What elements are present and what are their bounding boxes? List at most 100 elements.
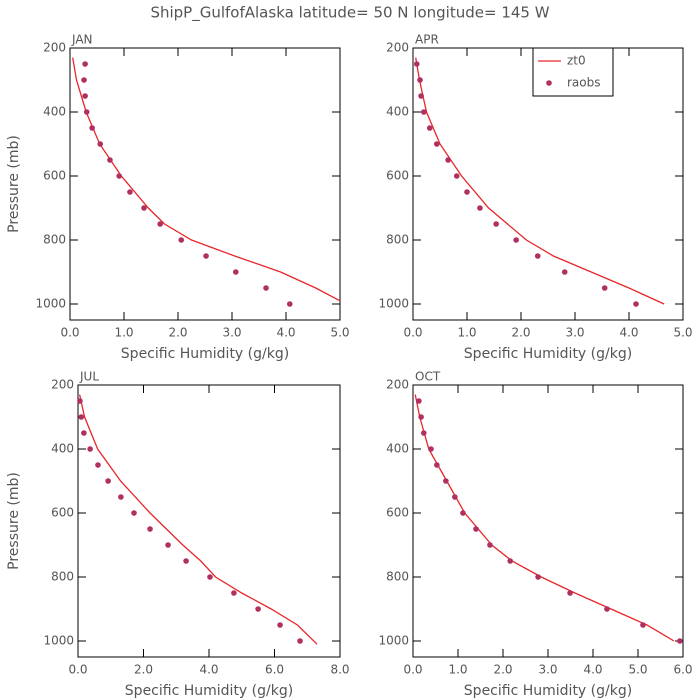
y-axis-label: Pressure (mb) <box>6 472 22 570</box>
panel-title: JAN <box>71 33 93 47</box>
obs-point <box>417 77 423 83</box>
obs-point <box>232 269 239 275</box>
x-tick-label: 1.0 <box>457 326 476 340</box>
obs-point <box>147 526 153 532</box>
y-tick-label: 200 <box>51 378 74 392</box>
x-tick-label: 0.0 <box>403 663 422 677</box>
x-tick-label: 4.0 <box>276 326 295 340</box>
y-tick-label: 400 <box>51 442 74 456</box>
profile-line <box>415 57 665 305</box>
x-tick-label: 8.0 <box>330 663 349 677</box>
y-tick-label: 600 <box>386 506 409 520</box>
obs-point <box>83 109 90 115</box>
y-tick-label: 1000 <box>378 297 409 311</box>
obs-point <box>601 285 608 291</box>
x-tick-label: 3.0 <box>538 663 557 677</box>
y-tick-label: 600 <box>51 506 74 520</box>
obs-point <box>231 590 237 596</box>
y-tick-label: 1000 <box>43 634 74 648</box>
x-tick-label: 2.0 <box>511 326 530 340</box>
obs-point <box>178 237 185 243</box>
panel-title: JUL <box>79 370 99 384</box>
obs-point <box>81 77 87 83</box>
obs-point <box>418 93 424 99</box>
profile-line <box>414 394 675 642</box>
y-tick-label: 200 <box>386 378 409 392</box>
obs-point <box>421 430 427 436</box>
obs-point <box>77 398 83 404</box>
obs-point <box>89 125 95 131</box>
profile-line <box>79 394 318 645</box>
obs-point <box>535 574 541 580</box>
obs-point <box>460 510 466 516</box>
y-tick-label: 1000 <box>35 297 66 311</box>
obs-point <box>107 157 113 163</box>
obs-point <box>87 446 93 452</box>
y-tick-label: 600 <box>386 169 409 183</box>
obs-point <box>493 221 499 227</box>
x-tick-label: 4.0 <box>619 326 638 340</box>
obs-point <box>487 542 493 548</box>
obs-point <box>418 414 424 420</box>
obs-point <box>434 462 440 468</box>
x-tick-label: 4.0 <box>199 663 218 677</box>
x-axis-label: Specific Humidity (g/kg) <box>121 346 289 362</box>
legend-box <box>532 47 614 97</box>
obs-point <box>277 622 283 628</box>
plot-frame <box>77 384 341 658</box>
obs-point <box>453 173 460 179</box>
panel-title: OCT <box>415 370 441 384</box>
figure-title: ShipP_GulfofAlaska latitude= 50 N longit… <box>150 4 549 23</box>
obs-point <box>141 205 147 211</box>
y-tick-label: 200 <box>43 41 66 55</box>
obs-point <box>640 622 646 628</box>
y-tick-label: 800 <box>386 233 409 247</box>
obs-point <box>433 141 440 147</box>
obs-point <box>426 125 433 131</box>
y-tick-label: 400 <box>386 105 409 119</box>
obs-point <box>105 478 111 484</box>
x-tick-label: 5.0 <box>673 326 692 340</box>
obs-point <box>131 510 137 516</box>
obs-point <box>421 109 427 115</box>
panel-title: APR <box>415 33 439 47</box>
y-tick-label: 800 <box>386 570 409 584</box>
y-tick-label: 400 <box>43 105 66 119</box>
obs-point <box>203 253 209 259</box>
obs-point <box>95 462 101 468</box>
obs-point <box>428 446 434 452</box>
plot-frame <box>412 384 684 658</box>
obs-point <box>82 93 88 99</box>
obs-point <box>416 398 422 404</box>
legend-label: raobs <box>567 76 601 90</box>
obs-point <box>534 253 541 259</box>
x-tick-label: 3.0 <box>565 326 584 340</box>
obs-point <box>445 157 451 163</box>
x-tick-label: 5.0 <box>330 326 349 340</box>
x-tick-label: 2.0 <box>168 326 187 340</box>
y-axis-label: Pressure (mb) <box>6 135 22 233</box>
x-tick-label: 5.0 <box>628 663 647 677</box>
obs-point <box>633 301 639 307</box>
obs-point <box>464 189 470 195</box>
obs-point <box>82 61 88 67</box>
x-axis-label: Specific Humidity (g/kg) <box>464 346 632 362</box>
y-tick-label: 200 <box>386 41 409 55</box>
obs-point <box>78 414 85 420</box>
obs-point <box>567 590 573 596</box>
profile-line <box>72 57 341 302</box>
y-tick-label: 800 <box>43 233 66 247</box>
x-tick-label: 1.0 <box>114 326 133 340</box>
obs-point <box>561 269 568 275</box>
x-tick-label: 0.0 <box>60 326 79 340</box>
x-tick-label: 2.0 <box>134 663 153 677</box>
obs-point <box>97 141 104 147</box>
y-tick-label: 800 <box>51 570 74 584</box>
obs-point <box>81 430 87 436</box>
obs-point <box>183 558 189 564</box>
obs-point <box>477 205 483 211</box>
x-tick-label: 0.0 <box>68 663 87 677</box>
obs-point <box>507 558 513 564</box>
x-tick-label: 3.0 <box>222 326 241 340</box>
